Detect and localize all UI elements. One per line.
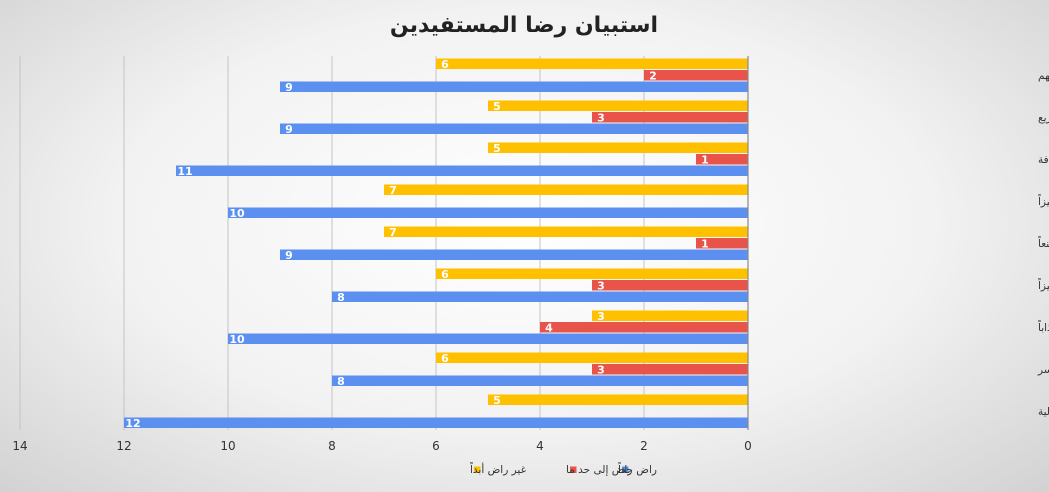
data-label: 11 [177,165,192,178]
bar [436,352,748,363]
x-tick-label: 10 [220,439,235,453]
data-label: 10 [229,333,245,346]
bar [436,268,748,279]
data-label: 9 [285,81,293,94]
bar [592,310,748,321]
data-label: 6 [441,268,449,281]
data-label: 3 [597,310,605,323]
x-tick-label: 14 [12,439,27,453]
x-tick-label: 12 [116,439,131,453]
data-label: 5 [493,142,501,155]
legend-swatch [474,466,481,473]
category-label: تواصل منسوبي الجمعية مع المستفيدين والمج… [1038,194,1049,208]
bar [436,58,748,69]
category-label: كفاءة أداء العاملين في الجمعية مميزاً [1038,278,1049,292]
bar [332,375,748,386]
bar [384,184,748,195]
data-label: 8 [337,375,345,388]
data-label: 7 [389,184,397,197]
bar [384,226,748,237]
bar [488,100,748,111]
data-label: 5 [493,394,501,407]
data-label: 8 [337,291,345,304]
category-label: استجابة الجمعية لطلبات المستفيدين سريعا … [1038,236,1049,250]
bar [488,394,748,405]
category-label: شكاوى المستفيدين تؤخذ بعين الاعتبار وتعا… [1038,112,1049,124]
x-tick-label: 4 [536,439,544,453]
bar [332,291,748,302]
data-label: 6 [441,352,449,365]
bar [176,165,748,176]
legend-swatch [570,466,577,473]
data-label: 1 [701,237,709,250]
x-tick-label: 0 [744,439,752,453]
data-label: 7 [389,226,397,239]
bar [228,333,748,344]
bar [280,249,748,260]
data-label: 6 [441,58,449,71]
data-label: 1 [701,153,709,166]
x-tick-label: 6 [432,439,440,453]
bar [644,70,748,81]
legend-swatch [622,466,629,473]
data-label: 5 [493,100,501,113]
data-label: 9 [285,249,293,262]
bar [592,364,748,375]
bar [280,123,748,134]
category-label: لائحة الحقوق والواجبات تلبي احتياجات الم… [1038,70,1049,82]
data-label: 4 [545,321,553,334]
data-label: 12 [125,417,140,430]
bar [280,81,748,92]
data-label: 3 [597,111,605,124]
category-label: يمكنني الوصول للخدمات التي تقدمها الجمعي… [1037,364,1049,376]
bar [696,154,748,165]
category-label: سلوك منسوبي الجمعية ومقدمي الخدمة مميزا … [1038,320,1049,334]
bar [696,238,748,249]
data-label: 3 [597,363,605,376]
bar [488,142,748,153]
bar [124,417,748,428]
category-label: الاجراءات والتعليمات لانظمة العمل والخدم… [1038,154,1049,166]
bar [228,207,748,218]
bar [540,322,748,333]
legend-label: راض جداً [618,462,657,476]
data-label: 2 [649,69,657,82]
bar [592,112,748,123]
data-label: 3 [597,279,605,292]
chart-title: استبيان رضا المستفيدين [390,13,658,38]
legend-label: غير راض أبداً [470,462,527,476]
data-label: 9 [285,123,293,136]
category-label: الخدمات التي تقدمها الجمعية ذات جودة عال… [1038,406,1049,418]
x-tick-label: 2 [640,439,648,453]
bar [592,280,748,291]
legend-label: راض إلى حد ما [566,464,632,476]
x-tick-label: 8 [328,439,336,453]
data-label: 10 [229,207,245,220]
